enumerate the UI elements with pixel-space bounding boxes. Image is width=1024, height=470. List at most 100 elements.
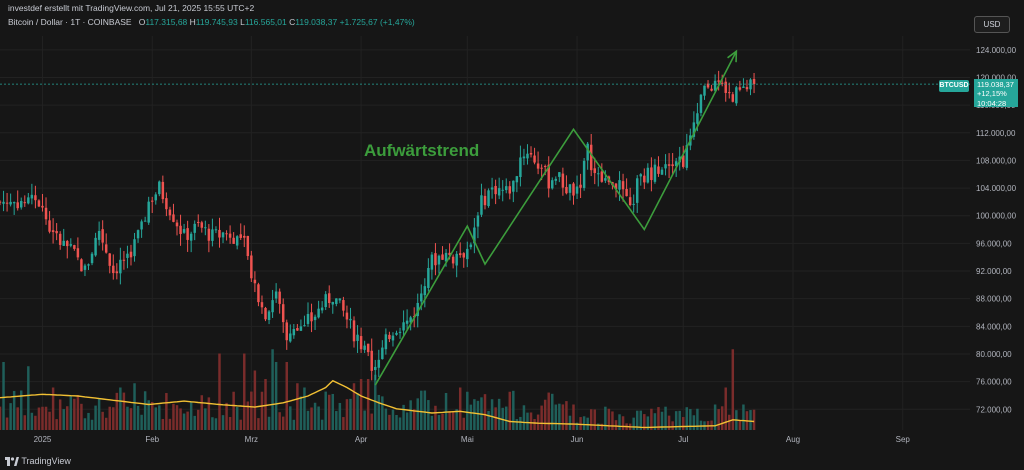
volume-bar xyxy=(83,418,87,430)
candle-body xyxy=(384,334,388,350)
candle-body xyxy=(122,259,126,261)
volume-bar xyxy=(345,399,349,430)
candle-body xyxy=(200,222,204,228)
author-line: investdef erstellt mit TradingView.com, … xyxy=(8,3,255,13)
volume-bar xyxy=(409,400,412,430)
volume-bar xyxy=(657,407,660,430)
trend-line xyxy=(374,50,738,386)
currency-button[interactable]: USD xyxy=(974,16,1010,33)
candle-body xyxy=(671,164,674,167)
candle-body xyxy=(359,336,363,350)
price-tick-label: 104.000,00 xyxy=(976,184,1017,193)
candle-body xyxy=(327,293,331,303)
time-axis[interactable]: 2025 Feb Mrz Apr Mai Jun Jul Aug Sep xyxy=(34,435,911,444)
candle-body xyxy=(533,155,536,163)
candle-body xyxy=(182,229,186,233)
candle-body xyxy=(540,167,543,169)
volume-bar xyxy=(682,417,685,430)
volume-bar xyxy=(720,406,724,430)
change-percent: +12,15% xyxy=(977,89,1007,99)
volume-bar xyxy=(264,379,267,430)
candle-body xyxy=(710,88,713,91)
volume-bar xyxy=(271,349,274,430)
candle-body xyxy=(73,245,76,249)
candle-body xyxy=(653,164,657,182)
candle-body xyxy=(752,78,756,85)
volume-moving-average xyxy=(0,379,755,429)
candle-body xyxy=(458,253,462,256)
close-label: C xyxy=(289,17,296,27)
volume-bar xyxy=(483,394,487,430)
close-value: 119.038,37 xyxy=(295,17,338,27)
candle-body xyxy=(136,230,140,239)
volume-bar xyxy=(643,414,646,430)
candle-body xyxy=(41,205,44,208)
volume-bar xyxy=(126,406,129,430)
candle-body xyxy=(264,307,267,320)
candle-body xyxy=(0,201,2,203)
symbol-name[interactable]: Bitcoin / Dollar · 1T · COINBASE xyxy=(8,17,132,27)
volume-bar xyxy=(547,392,550,430)
candle-body xyxy=(381,347,384,360)
bar-countdown: 10:04:28 xyxy=(977,98,1007,108)
volume-bar xyxy=(246,401,250,430)
candle-body xyxy=(476,215,480,227)
volume-bar xyxy=(352,383,356,430)
candle-body xyxy=(731,94,735,102)
current-price-box: 119.038,37 +12,15% 10:04:28 xyxy=(974,79,1018,108)
candle-body xyxy=(317,308,320,318)
candle-body xyxy=(547,164,550,189)
price-axis[interactable]: 124.000,00120.000,00116.000,00112.000,00… xyxy=(976,46,1017,414)
candle-body xyxy=(345,312,349,320)
candle-body xyxy=(597,173,600,175)
volume-bar xyxy=(416,398,419,430)
volume-bar xyxy=(604,406,607,430)
volume-bar xyxy=(76,395,80,430)
candle-body xyxy=(55,231,58,234)
volume-bar xyxy=(441,413,444,430)
volume-bar xyxy=(228,417,232,430)
price-tick-label: 120.000,00 xyxy=(976,73,1017,82)
volume-bar xyxy=(101,411,104,430)
volume-bar xyxy=(611,411,614,430)
change-value: +1.725,67 (+1,47%) xyxy=(339,17,415,27)
volume-bar xyxy=(267,416,271,430)
candle-body xyxy=(193,223,196,233)
candle-body xyxy=(108,253,111,266)
candle-body xyxy=(126,253,129,258)
volume-bar xyxy=(738,420,742,430)
price-tick-label: 124.000,00 xyxy=(976,46,1017,55)
volume-bar xyxy=(614,420,618,430)
volume-bar xyxy=(310,407,313,430)
trend-annotation[interactable]: Aufwärtstrend xyxy=(364,141,479,160)
candle-body xyxy=(696,113,699,124)
volume-bar xyxy=(51,387,55,430)
price-tick-label: 80.000,00 xyxy=(976,350,1012,359)
volume-bar xyxy=(30,412,34,430)
tradingview-logo[interactable]: TradingView xyxy=(5,456,71,467)
open-label: O xyxy=(138,17,146,27)
candle-body xyxy=(494,185,497,195)
candle-body xyxy=(218,229,221,238)
low-label: L xyxy=(240,17,245,27)
time-tick-label: 2025 xyxy=(34,435,52,444)
candle-body xyxy=(30,194,34,199)
volume-bar xyxy=(5,417,9,430)
volume-bar xyxy=(384,408,388,430)
candle-body xyxy=(299,326,303,331)
candle-body xyxy=(667,164,671,166)
volume-bar xyxy=(437,415,441,430)
trend-drawing[interactable] xyxy=(374,49,738,386)
volume-bar xyxy=(685,407,689,430)
volume-bar xyxy=(16,407,19,430)
volume-bar xyxy=(600,423,604,430)
candle-body xyxy=(12,202,16,204)
volume-bar xyxy=(211,417,214,430)
candle-body xyxy=(692,122,696,137)
candle-body xyxy=(434,253,437,266)
volume-bar xyxy=(349,398,352,430)
volume-bar xyxy=(58,399,62,430)
time-tick-label: Feb xyxy=(145,435,159,444)
candle-body xyxy=(37,200,41,207)
